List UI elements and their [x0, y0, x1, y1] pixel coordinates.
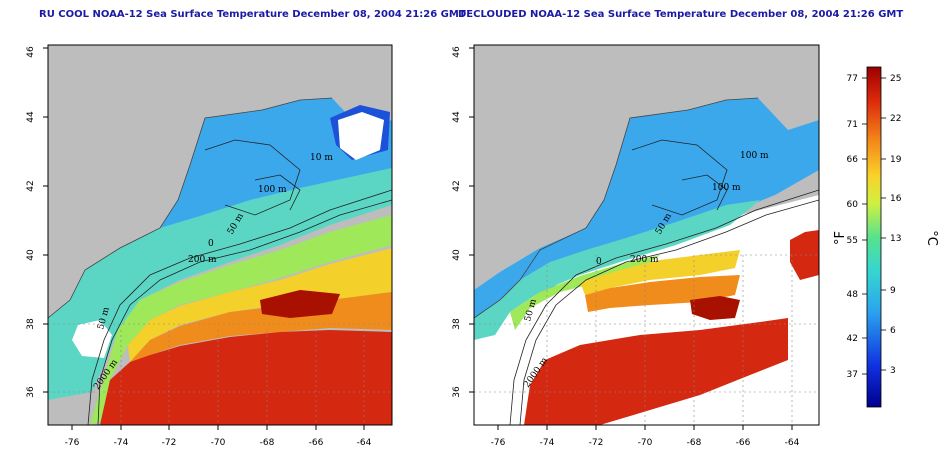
bathymetry-contour — [681, 174, 728, 211]
contour-label: 100 m — [712, 183, 741, 193]
warm-gulf-stream — [524, 318, 788, 425]
celsius-tick: 22 — [890, 114, 901, 124]
y-tick-label: 42 — [26, 180, 36, 191]
lat-lon-grid — [474, 254, 819, 425]
y-tick-label: 44 — [26, 111, 36, 123]
transition-band — [48, 168, 392, 400]
fahrenheit-tick: 71 — [847, 120, 858, 130]
y-tick-label: 36 — [452, 386, 462, 398]
right-map-frame — [473, 44, 820, 426]
bathymetry-contour — [87, 189, 392, 425]
x-tick-label: -76 — [491, 438, 506, 448]
y-tick-label: 36 — [26, 386, 36, 398]
orange-water — [585, 275, 740, 312]
warm-patch — [690, 296, 740, 320]
left-map-frame — [47, 44, 393, 426]
color-bar: 77 71 66 60 55 48 42 37 25 22 19 16 13 9… — [833, 66, 939, 408]
x-tick-label: -74 — [540, 438, 555, 448]
fahrenheit-tick: 48 — [847, 290, 859, 300]
y-tick-label: 46 — [26, 46, 36, 58]
left-panel-title: RU COOL NOAA-12 Sea Surface Temperature … — [39, 9, 466, 20]
fahrenheit-tick: 77 — [847, 74, 858, 84]
x-tick-label: -70 — [211, 438, 226, 448]
celsius-unit-label: °C — [924, 230, 939, 246]
cloud-patch — [72, 320, 112, 358]
contour-label: 10 m — [310, 153, 333, 163]
right-map: 100 m 100 m 50 m 200 m 50 m 2000 m 0 -76… — [452, 44, 820, 448]
bathymetry-contour — [254, 174, 301, 211]
celsius-tick: 25 — [890, 74, 901, 84]
y-tick-label: 42 — [452, 180, 462, 191]
x-tick-label: -68 — [687, 438, 702, 448]
x-tick-label: -72 — [589, 438, 604, 448]
bathymetry-contour — [631, 139, 728, 216]
contour-label: 200 m — [188, 255, 217, 265]
x-tick-label: -64 — [357, 438, 372, 448]
x-tick-label: -74 — [114, 438, 129, 448]
fahrenheit-tick: 37 — [847, 370, 858, 380]
celsius-tick: 13 — [890, 234, 901, 244]
left-axis-ticks — [43, 47, 365, 430]
cloud-patch — [338, 112, 384, 160]
right-panel-title: DECLOUDED NOAA-12 Sea Surface Temperatur… — [458, 9, 904, 20]
fahrenheit-unit-label: °F — [833, 231, 848, 245]
right-axis-ticks — [469, 47, 793, 430]
contour-label: 100 m — [258, 185, 287, 195]
coastline — [48, 97, 333, 319]
warm-patch — [790, 230, 819, 280]
celsius-tick: 16 — [890, 194, 902, 204]
celsius-tick: 9 — [890, 286, 896, 296]
y-tick-label: 38 — [26, 318, 36, 330]
warm-patch — [260, 290, 340, 318]
warm-gulf-stream — [100, 330, 392, 425]
x-tick-label: -70 — [638, 438, 653, 448]
fahrenheit-tick: 66 — [847, 155, 859, 165]
lat-lon-grid — [48, 323, 392, 425]
x-tick-label: -72 — [162, 438, 177, 448]
bathymetry-contour — [519, 199, 819, 425]
yellow-water — [580, 250, 740, 295]
color-bar-gradient — [866, 66, 882, 408]
y-tick-label: 40 — [26, 249, 36, 261]
celsius-tick: 6 — [890, 326, 896, 336]
y-tick-label: 46 — [452, 46, 462, 58]
y-tick-label: 40 — [452, 249, 462, 261]
celsius-tick: 3 — [890, 366, 896, 376]
color-bar-ticks — [862, 77, 886, 375]
x-tick-label: -66 — [736, 438, 751, 448]
x-tick-label: -68 — [260, 438, 275, 448]
bathymetry-contour — [97, 199, 392, 425]
x-tick-label: -66 — [309, 438, 324, 448]
y-tick-label: 44 — [452, 111, 462, 123]
contour-label: 0 — [208, 239, 214, 249]
x-tick-label: -76 — [65, 438, 80, 448]
celsius-tick: 19 — [890, 155, 902, 165]
green-band — [90, 215, 392, 425]
fahrenheit-tick: 60 — [847, 200, 859, 210]
contour-label: 100 m — [740, 151, 769, 161]
bathymetry-contour — [204, 139, 301, 216]
fahrenheit-tick: 55 — [847, 236, 858, 246]
yellow-water — [128, 248, 392, 362]
contour-label: 200 m — [630, 255, 659, 265]
y-tick-label: 38 — [452, 318, 462, 330]
left-map: 10 m 100 m 50 m 200 m 50 m 2000 m 0 -76 … — [26, 44, 393, 448]
contour-label: 0 — [596, 257, 602, 267]
fahrenheit-tick: 42 — [847, 334, 858, 344]
coastline — [474, 97, 759, 319]
x-tick-label: -64 — [785, 438, 800, 448]
transition-band — [474, 200, 760, 340]
